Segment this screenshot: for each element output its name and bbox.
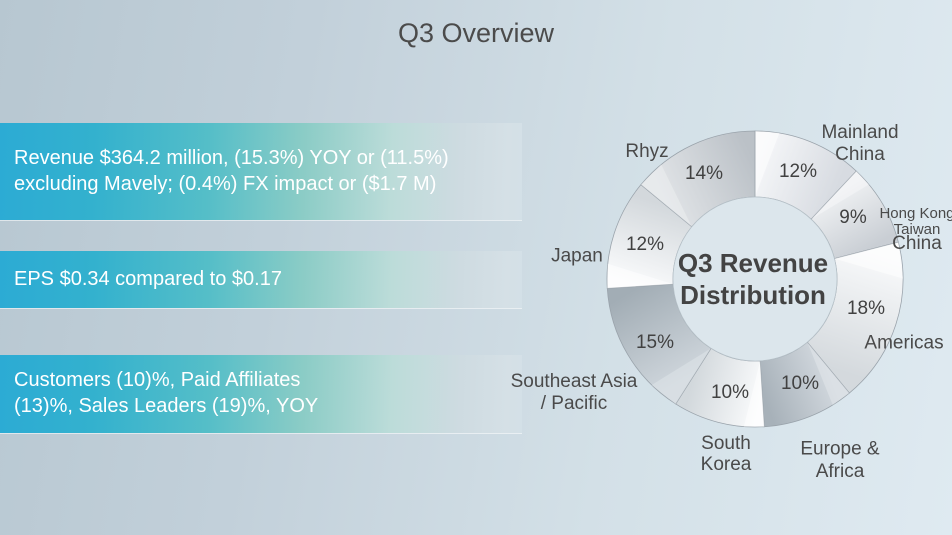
svg-text:Americas: Americas <box>864 333 943 354</box>
svg-text:Distribution: Distribution <box>680 280 826 310</box>
svg-text:Rhyz: Rhyz <box>625 141 668 162</box>
svg-text:Japan: Japan <box>551 246 603 267</box>
svg-text:China: China <box>892 233 942 254</box>
svg-text:Hong Kong: Hong Kong <box>879 205 952 222</box>
svg-text:14%: 14% <box>685 163 723 184</box>
svg-text:10%: 10% <box>781 373 819 394</box>
svg-text:10%: 10% <box>711 382 749 403</box>
svg-text:18%: 18% <box>847 298 885 319</box>
svg-text:Europe &: Europe & <box>800 439 880 460</box>
svg-text:15%: 15% <box>636 332 674 353</box>
svg-text:12%: 12% <box>626 234 664 255</box>
svg-text:Korea: Korea <box>701 454 752 475</box>
svg-text:Q3 Revenue: Q3 Revenue <box>678 248 828 278</box>
svg-text:South: South <box>701 433 751 454</box>
svg-text:Mainland: Mainland <box>821 122 898 143</box>
svg-text:Africa: Africa <box>816 461 865 482</box>
svg-text:China: China <box>835 144 885 165</box>
svg-text:12%: 12% <box>779 161 817 182</box>
svg-text:/ Pacific: / Pacific <box>541 393 608 414</box>
svg-text:Southeast Asia: Southeast Asia <box>511 371 638 392</box>
svg-text:9%: 9% <box>839 207 867 228</box>
